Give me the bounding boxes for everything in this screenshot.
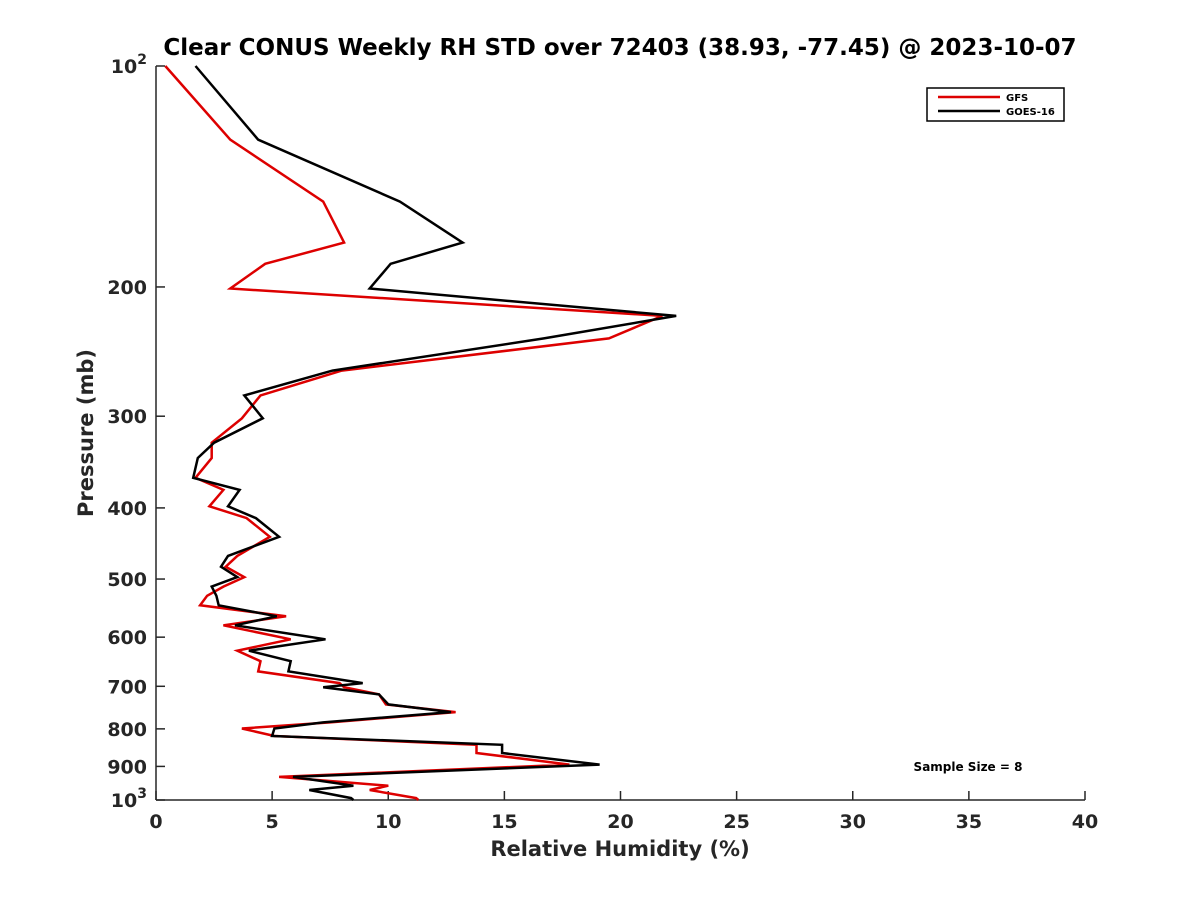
- legend-label: GOES-16: [1006, 107, 1055, 118]
- chart-title: Clear CONUS Weekly RH STD over 72403 (38…: [163, 35, 1076, 61]
- y-tick-exponent: 3: [137, 786, 147, 802]
- y-tick-base: 600: [107, 627, 147, 649]
- series-line-goes-16: [191, 65, 677, 801]
- x-axis-title: Relative Humidity (%): [490, 837, 749, 861]
- y-tick-base: 10: [111, 56, 137, 78]
- y-tick-label: 103: [111, 786, 147, 812]
- y-tick-base: 300: [107, 406, 147, 428]
- y-tick-label: 300: [107, 406, 147, 428]
- legend-label: GFS: [1006, 93, 1028, 104]
- y-tick-label: 500: [107, 569, 147, 591]
- y-tick-label: 800: [107, 719, 147, 741]
- y-tick-base: 900: [107, 756, 147, 778]
- x-tick-label: 25: [723, 811, 749, 833]
- y-tick-label: 700: [107, 676, 147, 698]
- y-tick-base: 400: [107, 498, 147, 520]
- y-tick-label: 200: [107, 277, 147, 299]
- series-line-gfs: [164, 65, 663, 801]
- x-tick-label: 30: [840, 811, 866, 833]
- x-tick-label: 35: [956, 811, 982, 833]
- sample-size-annotation: Sample Size = 8: [914, 760, 1023, 774]
- x-tick-label: 20: [607, 811, 633, 833]
- plot-area: 0 5 10 15 20 25 30 35 40 10220030040050060070080…: [107, 52, 1098, 833]
- y-tick-base: 10: [111, 790, 137, 812]
- x-tick-label: 5: [266, 811, 279, 833]
- y-tick-label: 400: [107, 498, 147, 520]
- series-lines: [164, 65, 677, 801]
- y-axis-title: Pressure (mb): [74, 349, 98, 517]
- y-tick-base: 200: [107, 277, 147, 299]
- x-ticks: 0 5 10 15 20 25 30 35 40: [149, 791, 1098, 833]
- x-tick-label: 40: [1072, 811, 1098, 833]
- y-tick-label: 900: [107, 756, 147, 778]
- y-tick-label: 102: [111, 52, 147, 78]
- y-tick-label: 600: [107, 627, 147, 649]
- y-tick-base: 700: [107, 676, 147, 698]
- x-tick-label: 10: [375, 811, 401, 833]
- y-tick-base: 500: [107, 569, 147, 591]
- x-tick-label: 0: [149, 811, 162, 833]
- x-tick-label: 15: [491, 811, 517, 833]
- y-tick-base: 800: [107, 719, 147, 741]
- legend-box: [926, 87, 1065, 122]
- y-tick-exponent: 2: [137, 52, 147, 68]
- legend: GFS GOES-16: [926, 87, 1065, 122]
